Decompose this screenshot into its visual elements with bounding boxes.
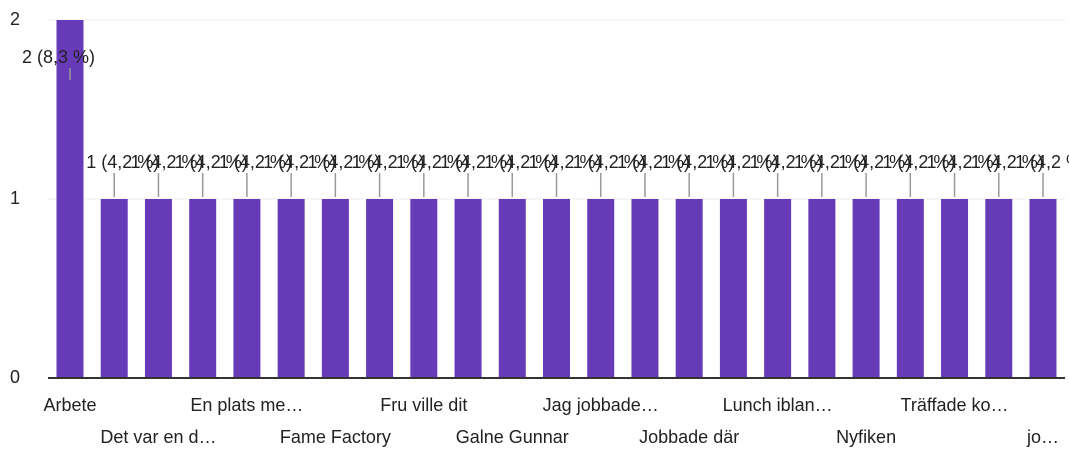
data-label: 1 (4,2 %)	[705, 152, 778, 172]
bar	[1029, 199, 1057, 378]
bar	[985, 199, 1013, 378]
data-label: 1 (4,2 %)	[175, 152, 248, 172]
data-label: 1 (4,2 %)	[750, 152, 823, 172]
bar	[189, 199, 217, 378]
data-label: 1 (4,2 %)	[529, 152, 602, 172]
bar	[587, 199, 615, 378]
bar	[808, 199, 836, 378]
x-tick-label: Lunch iblan…	[723, 395, 833, 415]
data-label: 2 (8,3 %)	[22, 47, 95, 67]
bar	[277, 199, 305, 378]
x-tick-label: En plats me…	[190, 395, 303, 415]
bar	[764, 199, 792, 378]
data-label: 1 (4,2 %)	[352, 152, 425, 172]
x-tick-label: Jobbade där	[639, 427, 739, 447]
bar	[675, 199, 703, 378]
bar	[410, 199, 438, 378]
x-tick-label: Det var en d…	[100, 427, 216, 447]
bar	[852, 199, 880, 378]
data-label: 1 (4,2 %)	[882, 152, 955, 172]
bar	[631, 199, 659, 378]
data-label: 1 (4,2 %)	[927, 152, 1000, 172]
y-tick-label: 1	[10, 188, 20, 208]
bar	[100, 199, 128, 378]
data-label: 1 (4,2 %)	[1015, 152, 1069, 172]
x-tick-label: jo…	[1026, 427, 1059, 447]
bar	[543, 199, 570, 378]
data-label: 1 (4,2 %)	[440, 152, 513, 172]
bar	[896, 199, 924, 378]
y-tick-label: 2	[10, 9, 20, 29]
data-label: 1 (4,2 %)	[396, 152, 469, 172]
x-tick-label: Arbete	[43, 395, 96, 415]
data-label: 1 (4,2 %)	[263, 152, 336, 172]
bar	[941, 199, 969, 378]
data-label: 1 (4,2 %)	[573, 152, 646, 172]
bar	[719, 199, 747, 378]
bar	[233, 199, 261, 378]
bar	[366, 199, 394, 378]
bar	[454, 199, 482, 378]
y-tick-label: 0	[10, 367, 20, 387]
x-tick-label: Galne Gunnar	[456, 427, 569, 447]
bar	[498, 199, 526, 378]
x-tick-label: Jag jobbade…	[543, 395, 659, 415]
data-label: 1 (4,2 %)	[307, 152, 380, 172]
data-label: 1 (4,2 %)	[617, 152, 690, 172]
data-label: 1 (4,2 %)	[484, 152, 557, 172]
x-tick-label: Nyfiken	[836, 427, 896, 447]
data-label: 1 (4,2 %)	[86, 152, 159, 172]
data-label: 1 (4,2 %)	[971, 152, 1044, 172]
x-tick-label: Träffade ko…	[901, 395, 1009, 415]
data-label: 1 (4,2 %)	[219, 152, 292, 172]
data-label: 1 (4,2 %)	[130, 152, 203, 172]
x-tick-label: Fru ville dit	[380, 395, 467, 415]
data-label: 1 (4,2 %)	[794, 152, 867, 172]
data-label: 1 (4,2 %)	[838, 152, 911, 172]
data-label: 1 (4,2 %)	[661, 152, 734, 172]
x-tick-label: Fame Factory	[280, 427, 391, 447]
bar	[144, 199, 172, 378]
bar	[321, 199, 349, 378]
